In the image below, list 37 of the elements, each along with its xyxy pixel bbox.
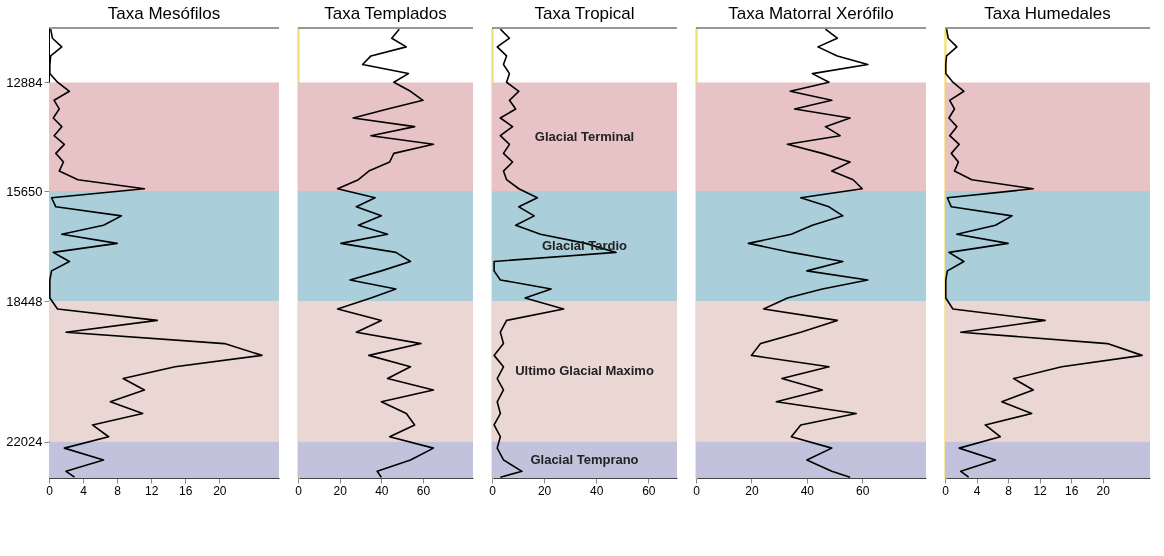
band-label: Glacial Terminal xyxy=(534,128,635,144)
x-tick-label: 40 xyxy=(590,483,604,498)
x-tick-label: 8 xyxy=(1005,483,1013,498)
x-tick-label: 0 xyxy=(942,483,950,498)
x-tick-label: 0 xyxy=(693,483,701,498)
band-label: Ultimo Glacial Maximo xyxy=(515,363,654,379)
x-tick-label: 16 xyxy=(1064,483,1079,498)
x-tick-label: 60 xyxy=(856,483,870,498)
x-tick-label: 20 xyxy=(333,483,348,498)
x-tick-label: 20 xyxy=(537,483,552,498)
y-tick-label: 15650 xyxy=(6,183,43,199)
x-tick-label: 40 xyxy=(800,483,815,498)
x-tick-label: 8 xyxy=(114,483,122,498)
x-tick-label: 40 xyxy=(375,483,389,498)
x-tick-label: 0 xyxy=(295,483,303,498)
chart-title: Taxa Humedales xyxy=(984,4,1111,24)
band-label: Glacial Tardio xyxy=(541,238,628,254)
x-tick-label: 20 xyxy=(745,483,759,498)
x-tick-label: 12 xyxy=(1033,483,1048,498)
x-tick-label: 12 xyxy=(145,483,159,498)
x-tick-label: 60 xyxy=(416,483,431,498)
chart-title: Taxa Templados xyxy=(324,4,447,24)
x-tick-label: 4 xyxy=(973,483,981,498)
x-tick-label: 0 xyxy=(489,483,497,498)
x-tick-label: 4 xyxy=(80,483,88,498)
chart-title: Taxa Mesófilos xyxy=(107,4,221,24)
band-label: Glacial Temprano xyxy=(530,451,639,467)
y-tick-label: 12884 xyxy=(6,74,43,90)
y-tick-label: 18448 xyxy=(6,293,43,309)
y-tick-label: 22024 xyxy=(6,434,43,450)
chart-title: Taxa Tropical xyxy=(534,4,635,24)
x-tick-label: 20 xyxy=(213,483,227,498)
x-tick-label: 60 xyxy=(642,483,656,498)
x-tick-label: 20 xyxy=(1096,483,1111,498)
chart-title: Taxa Matorral Xerófilo xyxy=(728,4,894,24)
x-tick-label: 16 xyxy=(179,483,193,498)
x-tick-label: 0 xyxy=(46,483,54,498)
